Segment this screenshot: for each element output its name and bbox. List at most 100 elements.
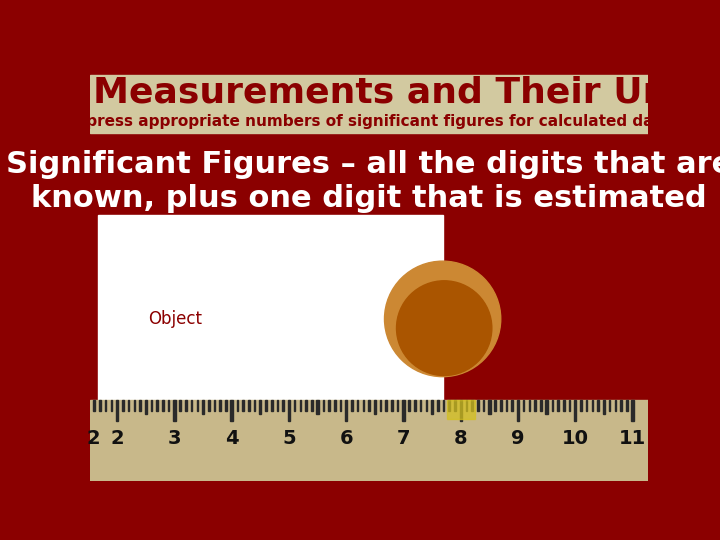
Bar xyxy=(528,400,530,411)
Bar xyxy=(592,400,593,411)
Bar xyxy=(162,400,163,411)
Bar xyxy=(431,400,433,414)
Bar xyxy=(505,400,508,411)
Text: 5: 5 xyxy=(282,429,296,448)
Bar xyxy=(197,400,198,411)
Bar xyxy=(345,400,347,421)
Bar xyxy=(225,400,227,411)
Bar xyxy=(357,400,359,411)
Bar xyxy=(603,400,605,414)
Bar xyxy=(220,400,221,411)
Bar xyxy=(414,400,415,411)
Bar xyxy=(208,400,210,411)
Bar xyxy=(557,400,559,411)
Bar xyxy=(569,400,570,411)
Bar xyxy=(253,400,256,411)
Bar xyxy=(156,400,158,411)
Bar xyxy=(328,400,330,411)
Bar xyxy=(139,400,141,411)
Bar xyxy=(454,400,456,411)
Bar xyxy=(523,400,524,411)
Bar xyxy=(116,400,118,421)
Bar xyxy=(98,215,443,403)
Bar xyxy=(111,400,112,411)
Bar xyxy=(300,400,301,411)
Bar xyxy=(128,400,130,411)
Bar xyxy=(99,400,101,411)
Bar xyxy=(397,400,398,411)
Bar xyxy=(351,400,353,411)
Bar xyxy=(500,400,502,411)
Bar xyxy=(90,65,648,75)
Bar xyxy=(122,400,124,411)
Bar xyxy=(305,400,307,411)
Text: Measurements and Their Uncertainty 3. 1: Measurements and Their Uncertainty 3. 1 xyxy=(93,76,720,110)
Bar xyxy=(517,400,519,421)
Bar xyxy=(420,400,421,411)
Bar xyxy=(230,400,233,421)
Bar xyxy=(446,400,474,419)
Text: 10: 10 xyxy=(562,429,589,448)
Bar xyxy=(443,400,444,411)
Bar xyxy=(540,400,541,411)
Bar xyxy=(363,400,364,411)
Bar xyxy=(185,400,186,411)
Bar xyxy=(472,400,473,411)
Text: 2: 2 xyxy=(86,429,100,448)
Bar xyxy=(426,400,427,411)
Bar xyxy=(323,400,324,411)
Bar xyxy=(168,400,169,411)
Bar xyxy=(90,75,648,111)
Bar xyxy=(626,400,628,411)
Bar xyxy=(466,400,467,411)
Bar xyxy=(511,400,513,411)
Bar xyxy=(609,400,611,411)
Bar xyxy=(495,400,496,411)
Text: 4: 4 xyxy=(225,429,238,448)
Bar xyxy=(340,400,341,411)
Bar xyxy=(574,400,577,421)
Bar xyxy=(243,400,244,411)
Bar xyxy=(94,400,95,411)
Bar xyxy=(271,400,272,411)
Bar xyxy=(265,400,267,411)
Bar xyxy=(334,400,336,411)
Text: 9: 9 xyxy=(511,429,525,448)
Bar xyxy=(408,400,410,411)
Bar xyxy=(437,400,438,411)
Bar xyxy=(202,400,204,414)
Text: Express appropriate numbers of significant figures for calculated data: Express appropriate numbers of significa… xyxy=(66,114,672,129)
Bar xyxy=(90,400,648,481)
Bar xyxy=(145,400,147,414)
Bar xyxy=(248,400,250,411)
Bar xyxy=(288,400,290,421)
Text: Object: Object xyxy=(148,310,202,328)
Text: 3: 3 xyxy=(168,429,181,448)
Bar xyxy=(133,400,135,411)
Bar xyxy=(402,400,405,421)
Circle shape xyxy=(397,281,492,375)
Text: 7: 7 xyxy=(397,429,410,448)
Bar xyxy=(105,400,107,411)
Bar xyxy=(586,400,588,411)
Bar xyxy=(477,400,479,411)
Text: 8: 8 xyxy=(454,429,467,448)
Bar xyxy=(191,400,192,411)
Bar xyxy=(615,400,616,411)
Text: Significant Figures – all the digits that are: Significant Figures – all the digits tha… xyxy=(6,151,720,179)
Bar xyxy=(391,400,393,411)
Circle shape xyxy=(384,261,500,377)
Bar xyxy=(552,400,553,411)
Text: 2: 2 xyxy=(110,429,124,448)
Bar xyxy=(316,400,319,414)
Bar xyxy=(90,111,648,132)
Bar xyxy=(449,400,450,411)
Bar xyxy=(369,400,370,411)
Text: 11: 11 xyxy=(619,429,646,448)
Bar xyxy=(563,400,564,411)
Bar xyxy=(150,400,152,411)
Bar xyxy=(294,400,295,411)
Bar xyxy=(311,400,312,411)
Bar xyxy=(546,400,548,414)
Bar xyxy=(214,400,215,411)
